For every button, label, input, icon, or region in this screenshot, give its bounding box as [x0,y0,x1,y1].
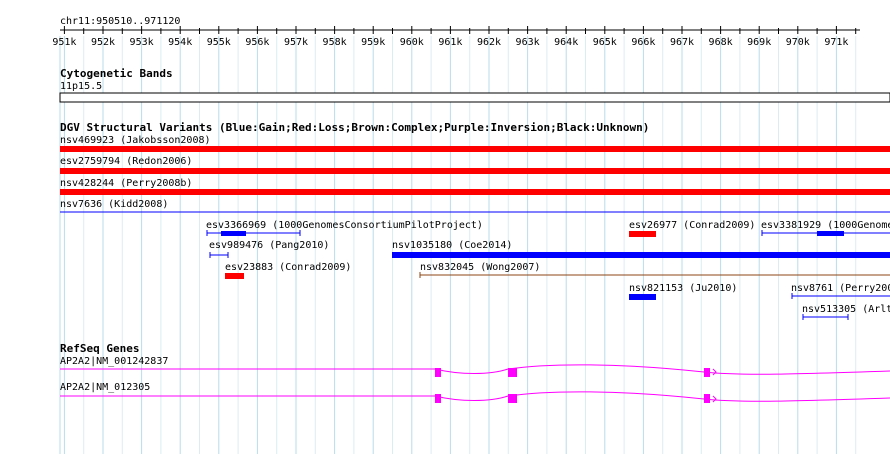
ruler-tick-label: 965k [593,37,617,48]
refseq-track-title: RefSeq Genes [60,342,139,355]
dgv-variant-label: esv26977 (Conrad2009) [629,220,755,231]
dgv-variant[interactable]: esv989476 (Pang2010) [209,240,329,258]
gain-variant-bar[interactable] [817,231,844,236]
exon-block[interactable] [508,394,517,403]
transcript-label: AP2A2|NM_012305 [60,382,150,393]
ruler-tick-label: 970k [786,37,810,48]
ruler-tick-label: 966k [631,37,655,48]
ruler-tick-label: 955k [207,37,231,48]
exon-block[interactable] [704,394,710,403]
ruler-tick-label: 958k [323,37,347,48]
loss-variant-bar[interactable] [60,168,890,174]
ruler-tick-label: 953k [130,37,154,48]
cytoband-track[interactable]: Cytogenetic Bands 11p15.5 [59,67,890,103]
dgv-variant[interactable]: nsv821153 (Ju2010) [629,283,737,300]
ruler-tick-label: 969k [747,37,771,48]
dgv-variant[interactable]: esv2759794 (Redon2006) [60,156,890,174]
ruler-tick-label: 968k [709,37,733,48]
dgv-variant[interactable]: nsv428244 (Perry2008b) [60,178,890,195]
ruler-tick-label: 956k [245,37,269,48]
loss-variant-bar[interactable] [60,146,890,152]
dgv-variant-label: esv3381929 (1000Genome [761,220,890,231]
dgv-track-title: DGV Structural Variants (Blue:Gain;Red:L… [60,121,649,134]
ruler-tick-label: 967k [670,37,694,48]
intron-line[interactable] [60,364,890,375]
dgv-variant-label: esv2759794 (Redon2006) [60,156,192,167]
cytoband-label: 11p15.5 [60,81,102,92]
ruler-tick-label: 964k [554,37,578,48]
exon-block[interactable] [704,368,710,377]
ruler-tick-label: 954k [168,37,192,48]
dgv-variant[interactable]: nsv513305 (Arlt [802,304,890,320]
position-label: chr11:950510..971120 [60,16,180,27]
dgv-variant[interactable]: esv3366969 (1000GenomesConsortiumPilotPr… [206,220,483,236]
dgv-variant-label: esv989476 (Pang2010) [209,240,329,251]
ruler-tick-label: 961k [438,37,462,48]
transcript-label: AP2A2|NM_001242837 [60,356,168,367]
gain-variant-bar[interactable] [392,252,890,258]
exon-block[interactable] [435,368,441,377]
ruler-ticks: 951k 952k 953k 954k 955k 956k 957k 958k 959k 960k… [52,26,857,48]
dgv-variant[interactable]: esv23883 (Conrad2009) [225,262,351,279]
gene-transcript[interactable]: AP2A2|NM_012305 [60,382,890,403]
dgv-variant-label: nsv7636 (Kidd2008) [60,199,168,210]
ruler-tick-label: 971k [824,37,848,48]
strand-arrow-icon [712,368,717,376]
dgv-variant[interactable]: esv26977 (Conrad2009) [629,220,755,237]
dgv-variant-label: nsv821153 (Ju2010) [629,283,737,294]
dgv-variant[interactable]: nsv8761 (Perry200 [791,283,890,299]
loss-variant-bar[interactable] [60,189,890,195]
dgv-variant-label: nsv832045 (Wong2007) [420,262,540,273]
ruler-tick-label: 951k [52,37,76,48]
loss-variant-bar[interactable] [629,231,656,237]
intron-line[interactable] [60,391,890,402]
gain-variant-bar[interactable] [221,231,246,236]
exon-block[interactable] [508,368,517,377]
gene-transcript[interactable]: AP2A2|NM_001242837 [60,356,890,377]
dgv-variant[interactable]: nsv832045 (Wong2007) [419,262,890,278]
dgv-variant-label: nsv469923 (Jakobsson2008) [60,135,211,146]
gain-variant-bar[interactable] [629,294,656,300]
cytoband-bar[interactable] [59,92,890,103]
dgv-variant-label: nsv8761 (Perry200 [791,283,890,294]
ruler-tick-label: 952k [91,37,115,48]
grid-lines [59,36,857,454]
ruler-tick-label: 963k [516,37,540,48]
cytoband-track-title: Cytogenetic Bands [60,67,173,80]
refseq-track: RefSeq Genes AP2A2|NM_001242837 AP2A2|NM… [60,342,890,403]
ruler-tick-label: 960k [400,37,424,48]
dgv-variant-label: esv23883 (Conrad2009) [225,262,351,273]
dgv-variant-label: esv3366969 (1000GenomesConsortiumPilotPr… [206,220,483,231]
dgv-variant[interactable]: nsv469923 (Jakobsson2008) [60,135,890,152]
ruler-track: chr11:950510..971120 951k 952k 953k 954k 955… [52,16,860,48]
ruler-tick-label: 957k [284,37,308,48]
loss-variant-bar[interactable] [225,273,244,279]
dgv-variant[interactable]: nsv1035180 (Coe2014) [392,240,890,258]
dgv-variant-label: nsv1035180 (Coe2014) [392,240,512,251]
ruler-tick-label: 962k [477,37,501,48]
strand-arrow-icon [712,395,717,403]
dgv-variant[interactable]: esv3381929 (1000Genome [761,220,890,236]
exon-block[interactable] [435,394,441,403]
dgv-variant-label: nsv513305 (Arlt [802,304,890,315]
dgv-variant-label: nsv428244 (Perry2008b) [60,178,192,189]
dgv-variant[interactable]: nsv7636 (Kidd2008) [60,199,890,213]
ruler-tick-label: 959k [361,37,385,48]
dgv-track: DGV Structural Variants (Blue:Gain;Red:L… [60,121,890,320]
